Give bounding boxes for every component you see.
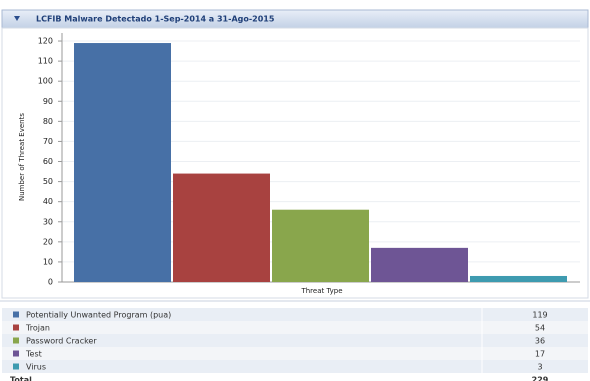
y-tick-label: 10 bbox=[43, 257, 53, 266]
y-tick-label: 80 bbox=[43, 117, 53, 126]
table-row bbox=[2, 360, 588, 373]
y-tick-label: 110 bbox=[38, 57, 53, 66]
collapse-icon[interactable] bbox=[14, 16, 20, 21]
bar bbox=[470, 275, 567, 282]
y-tick-label: 20 bbox=[43, 237, 53, 246]
bar bbox=[74, 43, 171, 283]
y-tick-label: 0 bbox=[48, 278, 53, 287]
row-value: 54 bbox=[535, 324, 545, 333]
legend-swatch bbox=[13, 363, 19, 370]
total-row bbox=[2, 373, 588, 381]
y-axis-title: Number of Threat Events bbox=[18, 113, 26, 201]
row-value: 36 bbox=[535, 337, 545, 346]
table-row bbox=[2, 347, 588, 360]
table-row bbox=[2, 321, 588, 334]
bar bbox=[371, 247, 468, 282]
y-tick-label: 120 bbox=[38, 37, 53, 46]
legend-swatch bbox=[13, 311, 19, 318]
row-label: Trojan bbox=[25, 324, 50, 333]
table-row bbox=[2, 308, 588, 321]
legend-swatch bbox=[13, 350, 19, 357]
y-tick-label: 50 bbox=[43, 177, 53, 186]
row-value: 119 bbox=[532, 311, 547, 320]
chart-title: LCFIB Malware Detectado 1-Sep-2014 a 31-… bbox=[36, 15, 275, 24]
y-tick-label: 70 bbox=[43, 137, 53, 146]
y-tick-label: 100 bbox=[38, 77, 53, 86]
row-label: Virus bbox=[26, 363, 46, 372]
row-label: Test bbox=[25, 350, 42, 359]
y-tick-label: 40 bbox=[43, 197, 53, 206]
y-tick-label: 90 bbox=[43, 97, 53, 106]
y-tick-label: 30 bbox=[43, 217, 53, 226]
x-axis-title: Threat Type bbox=[300, 287, 342, 295]
y-tick-label: 60 bbox=[43, 157, 53, 166]
table-row bbox=[2, 334, 588, 347]
bar bbox=[173, 173, 270, 282]
row-value: 3 bbox=[537, 363, 542, 372]
row-label: Potentially Unwanted Program (pua) bbox=[26, 311, 171, 320]
total-value: 229 bbox=[532, 376, 549, 381]
bar bbox=[272, 209, 369, 282]
legend-swatch bbox=[13, 337, 19, 344]
row-value: 17 bbox=[535, 350, 545, 359]
total-label: Total bbox=[10, 376, 32, 381]
legend-swatch bbox=[13, 324, 19, 331]
row-label: Password Cracker bbox=[26, 337, 97, 346]
